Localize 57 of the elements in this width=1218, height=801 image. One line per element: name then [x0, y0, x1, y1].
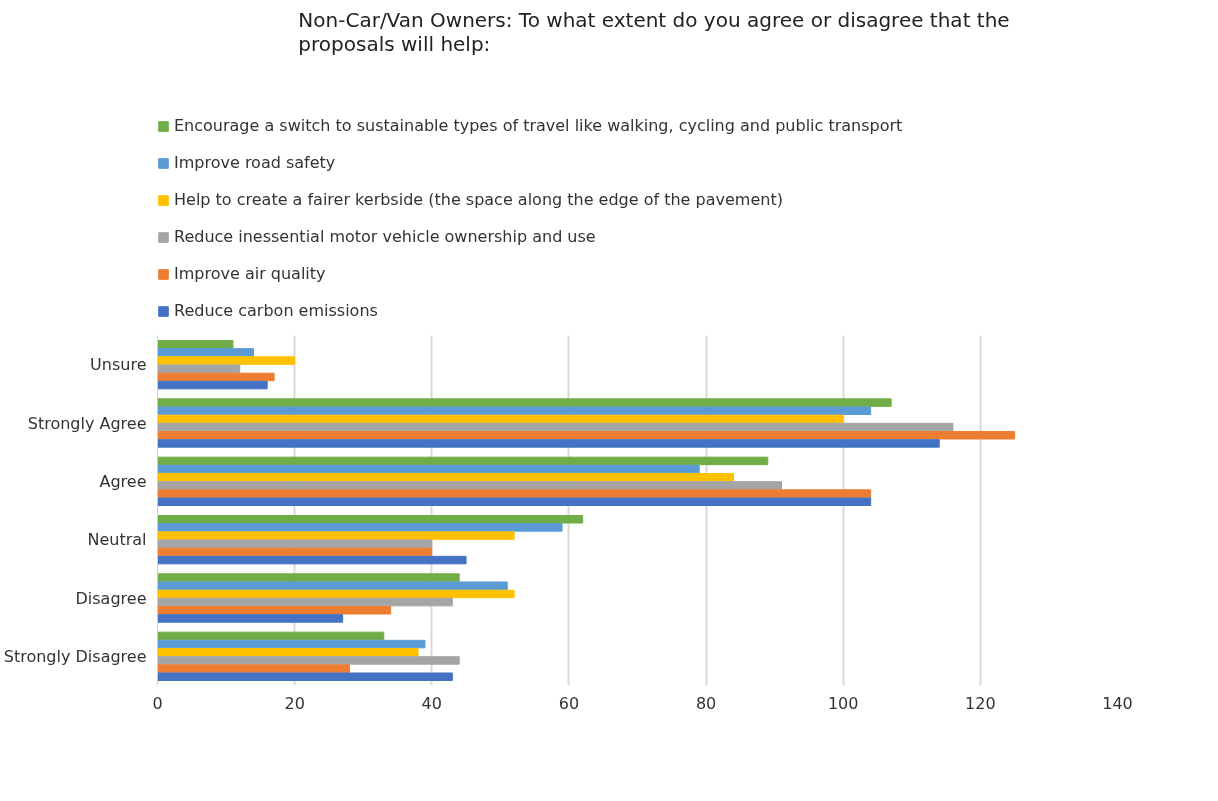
legend-label: Reduce inessential motor vehicle ownership and use	[174, 227, 596, 246]
legend-label: Improve air quality	[174, 264, 326, 283]
bar	[157, 398, 892, 407]
bar	[157, 664, 350, 673]
bar	[157, 555, 467, 565]
x-tick-label: 80	[695, 693, 717, 713]
bar	[157, 589, 515, 599]
bar	[157, 481, 782, 490]
bar	[157, 672, 453, 682]
y-tick-label: Strongly Disagree	[3, 646, 147, 666]
bar	[157, 656, 460, 665]
bar	[157, 523, 563, 532]
bar	[157, 573, 460, 582]
bar	[157, 430, 1016, 440]
x-tick-label: 0	[152, 693, 163, 713]
bar	[157, 439, 940, 448]
bar	[157, 514, 584, 524]
bar	[157, 497, 872, 507]
bar	[157, 581, 508, 591]
bar	[157, 547, 433, 557]
x-tick-label: 100	[827, 693, 859, 713]
x-tick-label: 140	[1102, 693, 1133, 713]
x-tick-label: 120	[965, 693, 996, 713]
bar	[157, 380, 268, 390]
bar	[157, 639, 426, 649]
bar	[157, 597, 453, 607]
legend-label: Reduce carbon emissions	[174, 301, 378, 320]
bar	[157, 605, 392, 615]
bar	[157, 614, 344, 623]
legend-label: Help to create a fairer kerbside (the space along the edge of the pavement)	[174, 190, 783, 209]
bar	[157, 647, 419, 657]
bar	[157, 472, 734, 482]
y-tick-label: Strongly Agree	[27, 413, 147, 433]
bar	[157, 348, 254, 357]
y-tick-label: Agree	[99, 471, 147, 491]
bar	[157, 489, 872, 498]
bar	[157, 422, 954, 432]
x-tick-label: 20	[284, 693, 305, 713]
bar	[157, 456, 769, 466]
y-tick-label: Unsure	[90, 355, 147, 375]
bar	[157, 372, 275, 382]
y-tick-label: Neutral	[87, 530, 147, 550]
bar	[157, 539, 433, 549]
legend-label: Improve road safety	[174, 153, 336, 172]
bar	[157, 406, 872, 416]
bar	[157, 339, 234, 349]
y-tick-label: Disagree	[75, 588, 147, 608]
bar	[157, 531, 515, 540]
x-tick-label: 40	[421, 693, 442, 713]
bar	[157, 364, 241, 374]
bar	[157, 631, 385, 641]
legend-label: Encourage a switch to sustainable types of travel like walking, cycling and public transport	[174, 116, 903, 135]
chart-title: Non-Car/Van Owners: To what extent do you agree or disagree that the proposals will help:	[298, 7, 1010, 56]
bar	[157, 414, 844, 424]
x-tick-label: 60	[558, 693, 580, 713]
bar	[157, 356, 296, 365]
bar	[157, 464, 700, 474]
